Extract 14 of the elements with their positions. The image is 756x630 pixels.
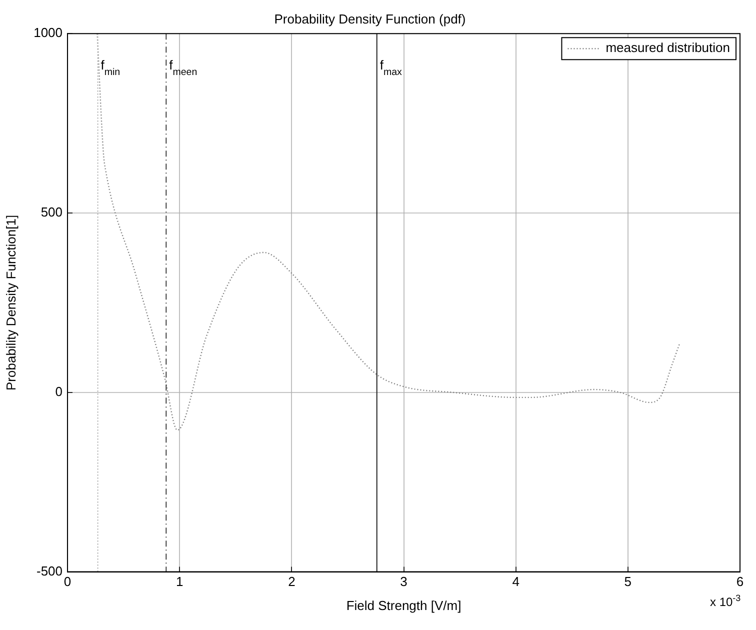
x-tick-label: 3	[400, 574, 408, 590]
x-tick-label: 4	[512, 574, 520, 590]
x-axis-title: Field Strength [V/m]	[346, 598, 462, 613]
x-tick-label: 1	[176, 574, 184, 590]
y-tick-label: 1000	[34, 25, 63, 40]
x-tick-label: 2	[288, 574, 296, 590]
y-tick-label: 500	[40, 204, 63, 220]
x-tick-label: 6	[736, 574, 744, 590]
chart-title: Probability Density Function (pdf)	[274, 11, 466, 26]
x-tick-label: 5	[624, 574, 632, 590]
y-tick-label: -500	[36, 563, 63, 578]
legend-label: measured distribution	[606, 40, 730, 56]
y-tick-label: 0	[55, 384, 63, 399]
y-axis-title: Probability Density Function[1]	[3, 214, 18, 390]
